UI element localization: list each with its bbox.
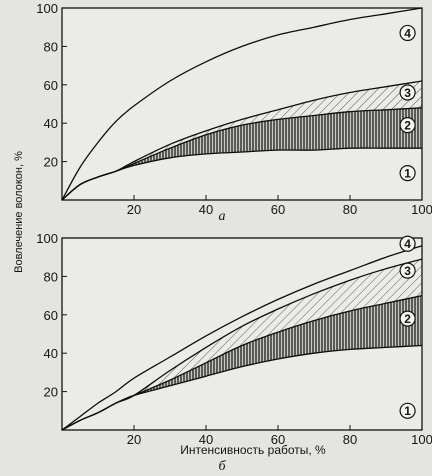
zone-label-2: 2 bbox=[404, 118, 411, 132]
zone-label-3: 3 bbox=[404, 86, 411, 100]
zone-label-1: 1 bbox=[404, 404, 411, 418]
y-tick-label: 60 bbox=[44, 308, 58, 323]
series-line-4 bbox=[61, 344, 423, 431]
zone-label-4: 4 bbox=[404, 237, 411, 251]
x-tick-label: 60 bbox=[271, 202, 285, 217]
y-tick-label: 80 bbox=[44, 269, 58, 284]
y-tick-label: 80 bbox=[44, 39, 58, 54]
x-tick-label: 60 bbox=[271, 432, 285, 447]
zone-marker-4 bbox=[399, 235, 416, 252]
zone-marker-2 bbox=[399, 117, 416, 134]
zone-2-area bbox=[62, 295, 422, 430]
zone-marker-1 bbox=[399, 165, 416, 182]
x-tick-label: 40 bbox=[199, 432, 213, 447]
x-tick-label: 100 bbox=[411, 202, 432, 217]
y-tick-label: 100 bbox=[36, 1, 58, 16]
x-tick-label: 20 bbox=[127, 432, 141, 447]
y-tick-label: 40 bbox=[44, 346, 58, 361]
zone-label-3: 3 bbox=[404, 264, 411, 278]
y-tick-label: 20 bbox=[44, 155, 58, 170]
x-tick-label: 40 bbox=[199, 202, 213, 217]
y-tick-label: 100 bbox=[36, 231, 58, 246]
zone-label-4: 4 bbox=[404, 26, 411, 40]
panel-label: б bbox=[218, 459, 226, 474]
y-axis-label: Вовлечение волокон, % bbox=[13, 151, 25, 273]
y-tick-label: 40 bbox=[44, 116, 58, 131]
zone-marker-1 bbox=[399, 402, 416, 419]
x-axis-label: Интенсивность работы, % bbox=[180, 443, 326, 457]
series-line-4 bbox=[61, 147, 422, 201]
zone-2-area bbox=[62, 107, 422, 200]
x-tick-label: 80 bbox=[343, 202, 357, 217]
zone-marker-3 bbox=[399, 262, 416, 279]
zone-marker-4 bbox=[399, 24, 416, 42]
zone-label-2: 2 bbox=[404, 312, 411, 326]
x-tick-label: 80 bbox=[343, 432, 357, 447]
zone-3-area bbox=[62, 81, 422, 200]
zone-label-1: 1 bbox=[404, 166, 411, 180]
x-tick-label: 100 bbox=[411, 432, 432, 447]
panel-label: а bbox=[219, 209, 226, 224]
series-line-1 bbox=[61, 245, 423, 431]
series-line-1 bbox=[61, 7, 423, 201]
zone-marker-2 bbox=[399, 310, 416, 327]
y-tick-label: 60 bbox=[44, 78, 58, 93]
y-tick-label: 20 bbox=[44, 385, 58, 400]
zone-marker-3 bbox=[399, 84, 416, 101]
x-tick-label: 20 bbox=[127, 202, 141, 217]
